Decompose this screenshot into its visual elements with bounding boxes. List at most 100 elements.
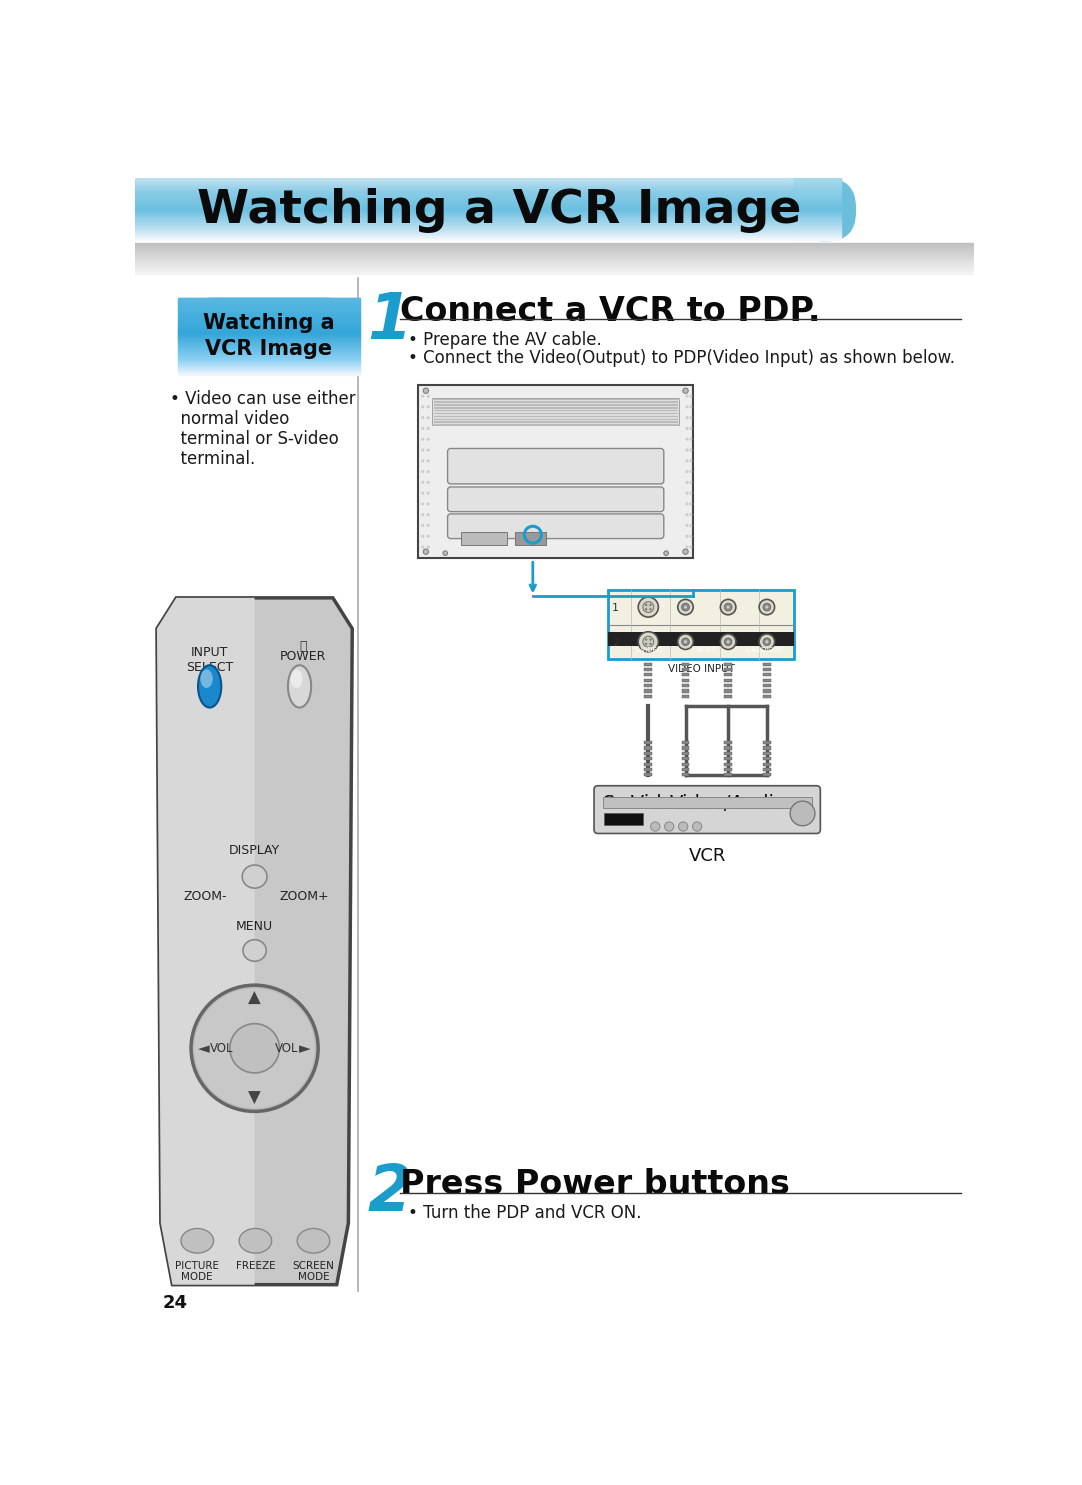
Text: ⏻: ⏻ (300, 640, 307, 653)
Circle shape (724, 603, 733, 610)
Bar (645, 774, 652, 777)
Bar (763, 757, 770, 760)
Circle shape (426, 524, 430, 527)
Bar (724, 679, 733, 682)
Ellipse shape (239, 1228, 272, 1253)
Circle shape (645, 639, 647, 640)
Bar (724, 673, 733, 676)
Bar (682, 747, 689, 750)
Ellipse shape (290, 670, 303, 688)
Text: ◄: ◄ (198, 1041, 210, 1056)
Circle shape (686, 471, 688, 474)
FancyBboxPatch shape (177, 297, 360, 374)
Circle shape (686, 502, 688, 505)
Bar (682, 768, 689, 771)
Circle shape (682, 603, 689, 610)
Circle shape (423, 388, 428, 394)
Circle shape (684, 640, 687, 643)
Circle shape (682, 639, 689, 646)
Text: terminal.: terminal. (170, 450, 255, 468)
Circle shape (684, 606, 687, 609)
Bar (763, 679, 770, 682)
Circle shape (721, 634, 736, 649)
Text: PICTURE
MODE: PICTURE MODE (175, 1261, 220, 1283)
Bar (763, 774, 770, 777)
Circle shape (426, 545, 430, 548)
Circle shape (421, 416, 424, 419)
Circle shape (426, 438, 430, 441)
Text: normal video: normal video (170, 410, 290, 428)
Text: Video/Audio: Video/Audio (670, 794, 787, 814)
Circle shape (421, 448, 424, 451)
Circle shape (760, 600, 775, 615)
FancyBboxPatch shape (594, 786, 820, 833)
Bar (645, 662, 652, 665)
Bar (763, 662, 770, 665)
Ellipse shape (200, 670, 213, 688)
Circle shape (421, 492, 424, 495)
Bar (724, 763, 733, 766)
Circle shape (194, 988, 315, 1108)
Text: ZOOM+: ZOOM+ (279, 891, 329, 903)
Circle shape (421, 514, 424, 517)
Bar (682, 673, 689, 676)
Bar (682, 757, 689, 760)
Circle shape (689, 545, 692, 548)
Text: POWER: POWER (280, 650, 327, 664)
Circle shape (649, 609, 651, 610)
Text: INPUT
SELECT: INPUT SELECT (186, 646, 234, 674)
PathPatch shape (157, 598, 254, 1285)
Circle shape (678, 821, 688, 832)
Text: VCR: VCR (688, 846, 726, 864)
Bar (682, 689, 689, 692)
Text: 2: 2 (612, 637, 619, 647)
Bar (608, 590, 794, 659)
Text: MENU: MENU (236, 919, 273, 933)
Circle shape (689, 405, 692, 408)
Circle shape (426, 416, 430, 419)
Circle shape (686, 459, 688, 462)
Text: Connect a VCR to PDP.: Connect a VCR to PDP. (400, 296, 821, 328)
FancyBboxPatch shape (448, 487, 663, 512)
Bar (763, 673, 770, 676)
Bar (682, 668, 689, 671)
Bar (763, 668, 770, 671)
Circle shape (426, 492, 430, 495)
Circle shape (645, 643, 647, 644)
Circle shape (727, 640, 729, 643)
Bar (603, 797, 812, 808)
Bar (645, 695, 652, 698)
Bar (645, 747, 652, 750)
Bar (763, 695, 770, 698)
Circle shape (426, 448, 430, 451)
Text: ZOOM-: ZOOM- (183, 891, 227, 903)
Bar (682, 685, 689, 688)
Text: ▼: ▼ (248, 1090, 261, 1108)
Ellipse shape (181, 1228, 213, 1253)
Ellipse shape (243, 940, 266, 961)
Circle shape (645, 609, 647, 610)
Bar (645, 689, 652, 692)
Circle shape (763, 639, 770, 646)
Bar (608, 631, 794, 646)
Circle shape (663, 551, 669, 555)
Circle shape (421, 395, 424, 398)
Text: VOL: VOL (276, 1042, 299, 1054)
Bar (724, 689, 733, 692)
Text: 1: 1 (368, 290, 412, 352)
Circle shape (765, 640, 768, 643)
Text: 2: 2 (368, 1163, 412, 1224)
Circle shape (689, 471, 692, 474)
Bar (682, 679, 689, 682)
Circle shape (686, 395, 688, 398)
Circle shape (421, 535, 424, 538)
Text: terminal or S-video: terminal or S-video (170, 431, 339, 448)
Circle shape (760, 634, 775, 649)
Circle shape (790, 800, 815, 826)
Bar (724, 685, 733, 688)
Circle shape (426, 459, 430, 462)
Circle shape (677, 634, 694, 649)
Text: S−Video: S−Video (603, 794, 686, 814)
Text: • Video can use either: • Video can use either (170, 391, 356, 408)
Circle shape (689, 416, 692, 419)
